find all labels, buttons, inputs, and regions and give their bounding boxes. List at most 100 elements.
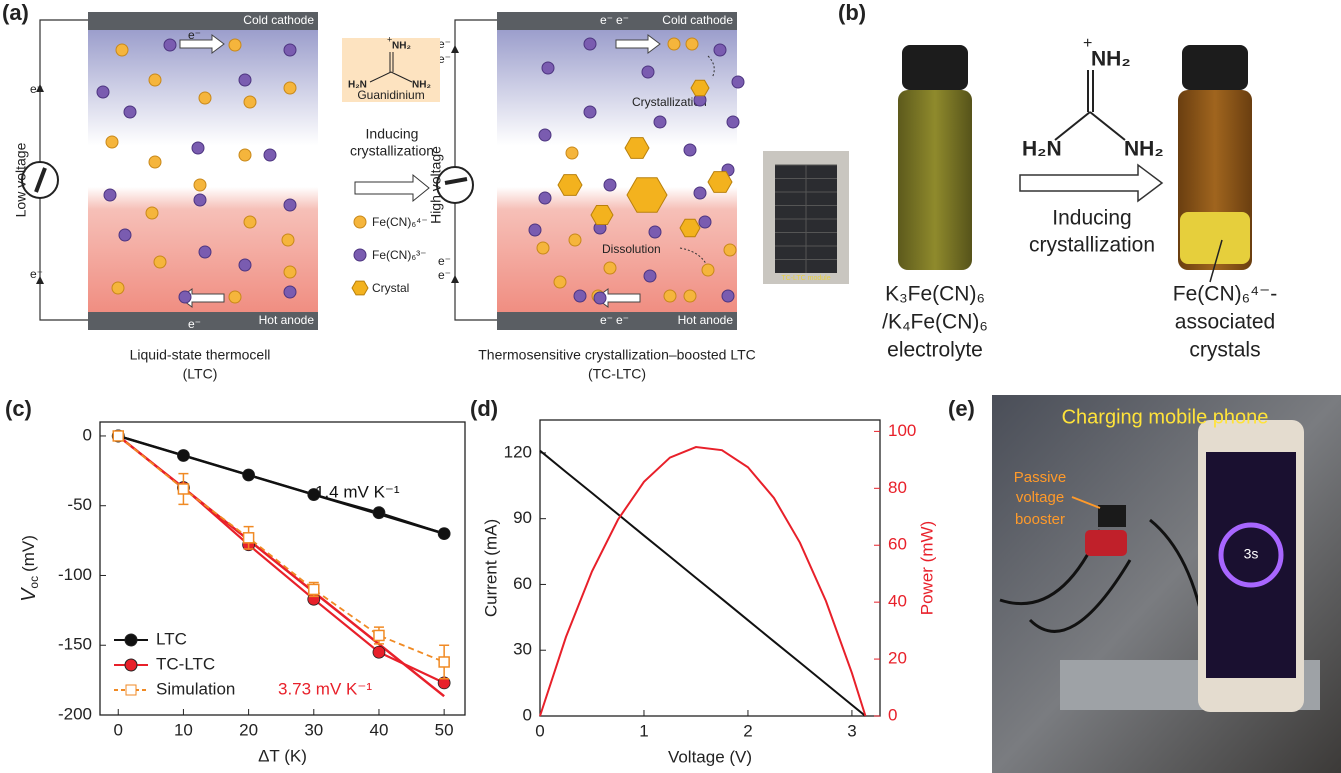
x-tick-label: 2 xyxy=(743,721,752,740)
x-tick-label: 30 xyxy=(304,720,323,739)
ion xyxy=(694,187,706,199)
ion xyxy=(584,106,596,118)
ion xyxy=(542,62,554,74)
marker xyxy=(439,657,449,667)
crystal xyxy=(680,219,700,236)
ion xyxy=(199,92,211,104)
ion xyxy=(106,136,118,148)
x-tick-label: 10 xyxy=(174,720,193,739)
ion xyxy=(264,149,276,161)
marker xyxy=(373,646,385,658)
ion xyxy=(724,244,736,256)
x-tick-label: 1 xyxy=(639,721,648,740)
y2-tick-label: 40 xyxy=(888,592,907,611)
ion xyxy=(194,179,206,191)
ion xyxy=(584,38,596,50)
caption: Thermosensitive crystallization–boosted … xyxy=(478,347,756,363)
x-axis-label: Voltage (V) xyxy=(668,747,752,766)
guanidinium-label: Guanidinium xyxy=(357,88,424,102)
y-label-sub: oc xyxy=(27,576,41,589)
ion xyxy=(229,39,241,51)
marker xyxy=(438,528,450,540)
annotation: 3.73 mV K⁻¹ xyxy=(278,679,372,698)
ion xyxy=(284,266,296,278)
plug xyxy=(1085,530,1127,556)
y2-tick-label: 80 xyxy=(888,478,907,497)
crystal xyxy=(691,80,709,96)
ion xyxy=(714,44,726,56)
x-tick-label: 0 xyxy=(114,720,123,739)
marker xyxy=(244,533,254,543)
ion xyxy=(239,259,251,271)
panel-e: (e) 3s Charging mobile phone Passive vol… xyxy=(948,395,1341,773)
annotation: 1.4 mV K⁻¹ xyxy=(315,482,400,501)
ion xyxy=(732,76,744,88)
ion xyxy=(569,234,581,246)
ion xyxy=(686,38,698,50)
atom: H₂N xyxy=(1022,138,1062,161)
ion xyxy=(239,74,251,86)
ion xyxy=(97,86,109,98)
annotation: Dissolution xyxy=(602,242,661,256)
caption: Fe(CN)₆⁴⁻- xyxy=(1173,283,1277,306)
ion xyxy=(594,292,606,304)
electrode-label: Hot anode xyxy=(678,313,734,327)
ion xyxy=(124,106,136,118)
ion xyxy=(192,142,204,154)
marker xyxy=(373,507,385,519)
marker xyxy=(243,469,255,481)
panel-label: (b) xyxy=(838,0,866,25)
ion xyxy=(119,229,131,241)
ion xyxy=(644,270,656,282)
ion xyxy=(654,116,666,128)
y2-tick-label: 100 xyxy=(888,421,916,440)
series-line xyxy=(118,436,444,662)
ion xyxy=(702,264,714,276)
screen-text: 3s xyxy=(1244,546,1259,562)
y-tick-label: 90 xyxy=(513,508,532,527)
ion xyxy=(664,290,676,302)
caption: (TC-LTC) xyxy=(588,366,646,382)
marker xyxy=(374,630,384,640)
y2-tick-label: 60 xyxy=(888,535,907,554)
photo-title: Charging mobile phone xyxy=(1062,406,1269,428)
ion xyxy=(229,291,241,303)
atom: NH₂ xyxy=(392,41,411,52)
ion xyxy=(116,44,128,56)
y-tick-label: -50 xyxy=(67,495,92,514)
ion xyxy=(154,256,166,268)
y-axis-label: Voc(mV) xyxy=(18,535,41,602)
ion xyxy=(554,276,566,288)
panel-label: (c) xyxy=(5,396,32,421)
y-tick-label: -150 xyxy=(58,635,92,654)
arrow-label: crystallization xyxy=(350,143,434,159)
electron: e⁻ xyxy=(616,313,629,327)
ion xyxy=(566,147,578,159)
cell xyxy=(88,12,318,330)
ion xyxy=(112,282,124,294)
ion xyxy=(604,179,616,191)
y-tick-label: 30 xyxy=(513,640,532,659)
y-tick-label: 0 xyxy=(523,705,532,724)
y2-tick-label: 0 xyxy=(888,705,897,724)
caption: K₃Fe(CN)₆ xyxy=(885,283,985,306)
inset-label: TC-LTC module xyxy=(781,275,830,282)
ion xyxy=(146,207,158,219)
caption: crystals xyxy=(1189,339,1260,362)
ion xyxy=(284,286,296,298)
ion xyxy=(239,149,251,161)
legend-marker xyxy=(125,659,137,671)
caption: Liquid-state thermocell xyxy=(130,347,271,363)
caption: (LTC) xyxy=(183,366,218,382)
screen xyxy=(1206,452,1296,678)
legend-marker xyxy=(126,685,136,695)
ion xyxy=(149,74,161,86)
ion xyxy=(284,82,296,94)
legend-label: Simulation xyxy=(156,679,235,698)
electron: e⁻ xyxy=(600,313,613,327)
photo-label: voltage xyxy=(1016,489,1064,506)
panel-label: (e) xyxy=(948,396,975,421)
photo-label: booster xyxy=(1015,511,1065,528)
ion xyxy=(284,44,296,56)
crystals xyxy=(1180,212,1250,264)
